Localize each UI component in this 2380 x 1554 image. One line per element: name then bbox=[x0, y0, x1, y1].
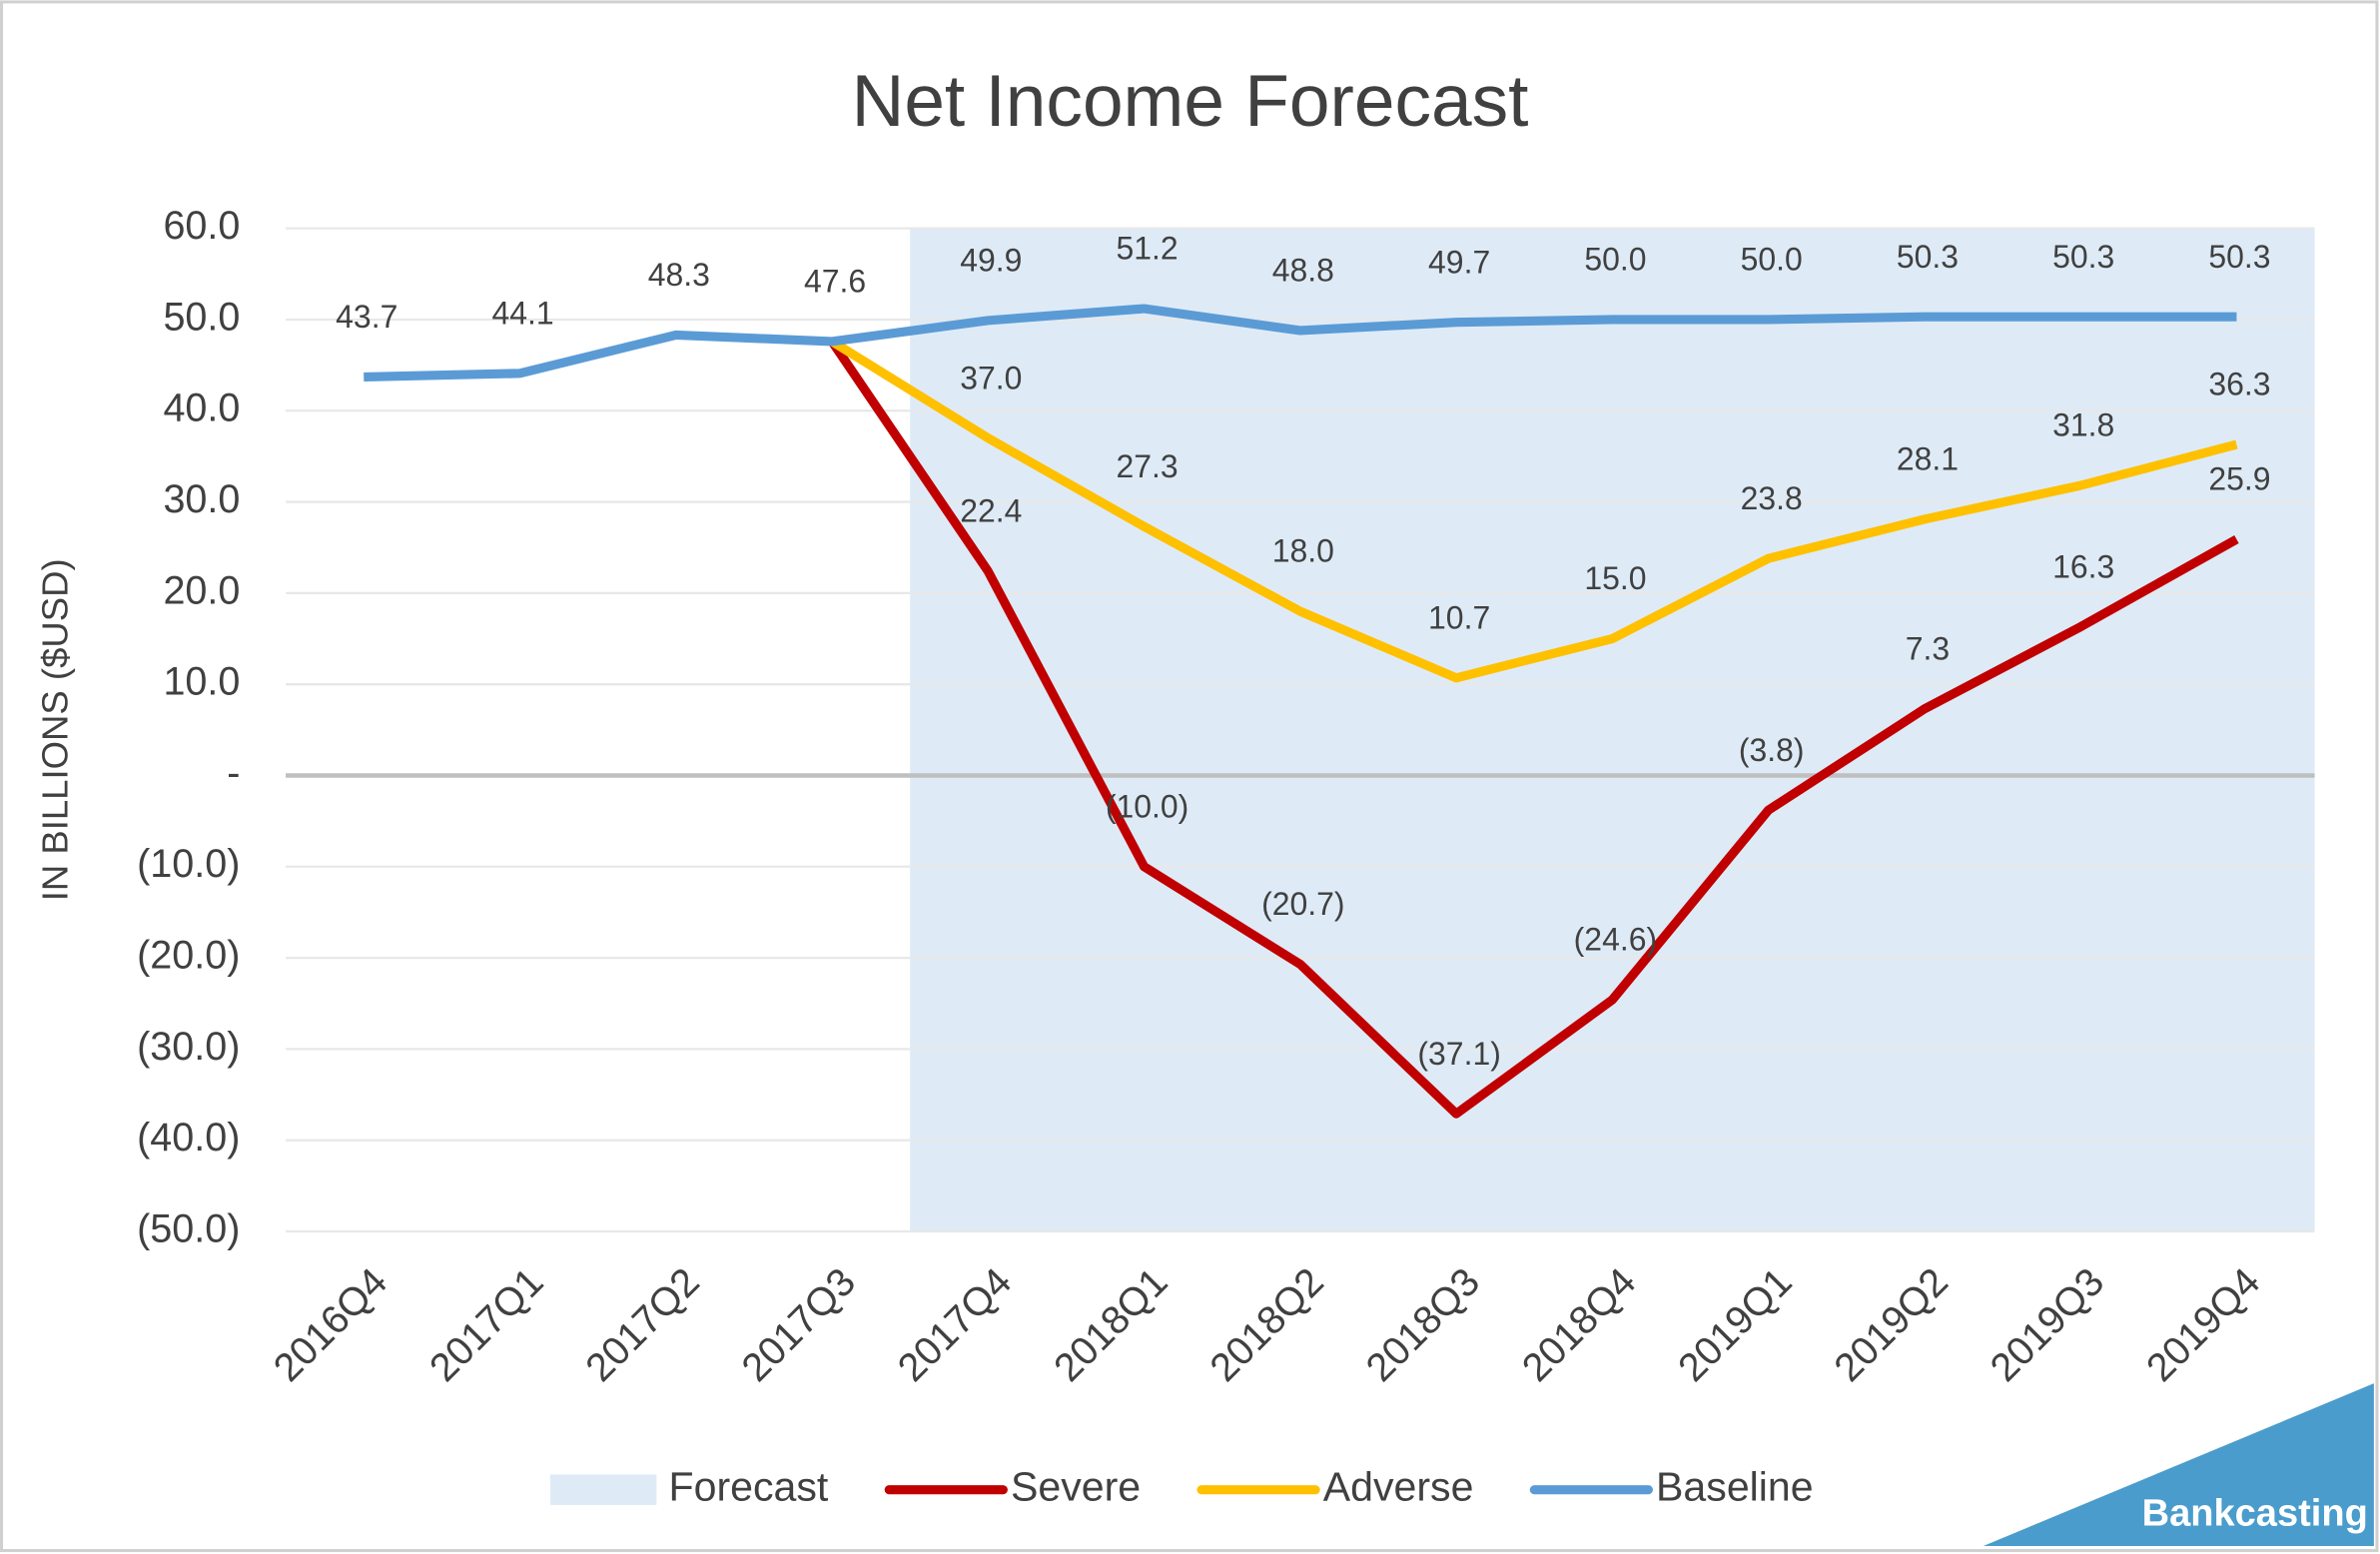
data-label: 31.8 bbox=[2052, 407, 2114, 443]
y-tick-label: 20.0 bbox=[163, 568, 240, 612]
data-label: (20.7) bbox=[1261, 886, 1344, 922]
data-label: 27.3 bbox=[1117, 448, 1179, 484]
data-label: 37.0 bbox=[960, 360, 1022, 395]
y-tick-label: (40.0) bbox=[137, 1116, 240, 1160]
legend-label: Forecast bbox=[669, 1464, 829, 1510]
data-label: 22.4 bbox=[960, 493, 1022, 529]
data-label: 16.3 bbox=[2052, 548, 2114, 584]
data-label: 36.3 bbox=[2208, 367, 2270, 402]
series-line bbox=[829, 337, 2238, 683]
data-label: (24.6) bbox=[1574, 922, 1657, 958]
y-tick-label: - bbox=[227, 751, 240, 795]
data-label: 50.3 bbox=[2052, 239, 2114, 275]
data-label: 25.9 bbox=[2208, 461, 2270, 497]
series-line bbox=[828, 339, 2239, 1119]
forecast-region bbox=[910, 228, 2315, 1231]
data-label: 10.7 bbox=[1428, 599, 1490, 635]
watermark: Bankcasting bbox=[2142, 1493, 2368, 1535]
series-line bbox=[364, 304, 2237, 383]
legend-swatch bbox=[549, 1474, 657, 1505]
legend-label: Baseline bbox=[1656, 1464, 1814, 1510]
data-label: 23.8 bbox=[1741, 480, 1803, 516]
y-tick-label: (30.0) bbox=[137, 1025, 240, 1069]
data-label: 48.8 bbox=[1272, 253, 1334, 289]
legend-label: Adverse bbox=[1323, 1464, 1474, 1510]
data-label: 50.0 bbox=[1584, 242, 1646, 278]
data-label: (37.1) bbox=[1417, 1036, 1500, 1072]
data-label: 18.0 bbox=[1272, 533, 1334, 569]
data-label: 51.2 bbox=[1117, 231, 1179, 267]
data-label: 50.0 bbox=[1741, 242, 1803, 278]
y-tick-label: 50.0 bbox=[163, 295, 240, 339]
data-label: 50.3 bbox=[2208, 239, 2270, 275]
data-label: 49.7 bbox=[1428, 244, 1490, 280]
legend-label: Severe bbox=[1011, 1464, 1141, 1510]
data-label: (3.8) bbox=[1739, 732, 1805, 768]
y-tick-label: 40.0 bbox=[163, 387, 240, 430]
y-tick-label: (10.0) bbox=[137, 842, 240, 886]
y-tick-label: (20.0) bbox=[137, 934, 240, 978]
y-tick-label: (50.0) bbox=[137, 1206, 240, 1250]
data-label: 48.3 bbox=[648, 257, 710, 293]
data-label: 50.3 bbox=[1897, 239, 1959, 275]
data-label: 43.7 bbox=[336, 299, 397, 335]
y-tick-label: 10.0 bbox=[163, 660, 240, 704]
data-label: 28.1 bbox=[1897, 441, 1959, 477]
y-tick-label: 30.0 bbox=[163, 477, 240, 521]
data-label: 44.1 bbox=[491, 295, 553, 331]
data-label: 7.3 bbox=[1906, 630, 1950, 666]
data-label: 49.9 bbox=[960, 242, 1022, 278]
y-axis-title: IN BILLIONS ($USD) bbox=[34, 558, 75, 901]
data-label: 47.6 bbox=[804, 263, 866, 299]
chart-title: Net Income Forecast bbox=[852, 61, 1529, 142]
data-label: 15.0 bbox=[1584, 560, 1646, 596]
y-tick-label: 60.0 bbox=[163, 204, 240, 248]
data-label: (10.0) bbox=[1106, 788, 1189, 824]
